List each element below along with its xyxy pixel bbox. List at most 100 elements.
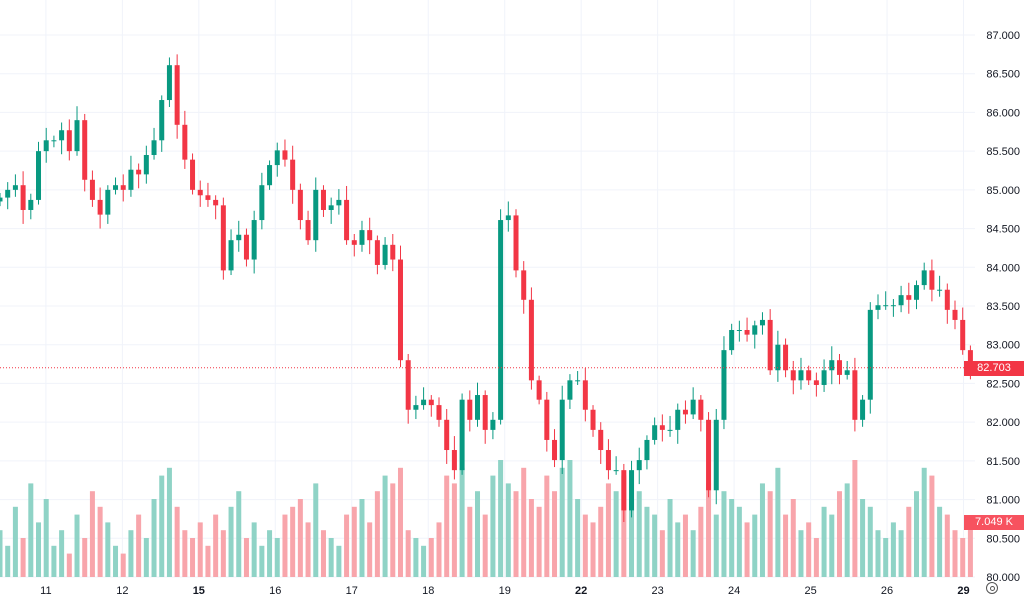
candle-body [867, 309, 873, 400]
candle-body [97, 199, 103, 215]
candle-body [505, 215, 511, 221]
candle-body [113, 185, 119, 190]
volume-bar [528, 499, 534, 577]
candle-body [120, 185, 126, 190]
candle-body [136, 169, 142, 175]
volume-bar [721, 491, 727, 577]
x-tick-label: 12 [116, 585, 128, 597]
volume-bar [259, 545, 265, 577]
volume-bar [467, 506, 473, 577]
y-tick-label: 87.000 [986, 30, 1020, 42]
x-tick-label: 17 [346, 585, 358, 597]
y-tick-label: 82.000 [986, 417, 1020, 429]
volume-bar [105, 522, 111, 577]
y-tick-label: 81.000 [986, 495, 1020, 507]
candle-body [351, 240, 357, 245]
candle-body [190, 159, 196, 190]
candle-body [813, 380, 819, 385]
candle-body [89, 179, 95, 200]
volume-bar [205, 545, 211, 577]
candle-body [197, 189, 203, 196]
candle-body [528, 299, 534, 381]
y-tick-label: 85.500 [986, 146, 1020, 158]
candle-body [652, 425, 658, 440]
candle-body [143, 155, 149, 175]
candle-body [713, 419, 719, 491]
x-tick-label: 24 [728, 585, 740, 597]
candle-body [721, 350, 727, 420]
candle-body [536, 380, 542, 400]
volume-bar [28, 483, 34, 577]
y-tick-label: 80.500 [986, 533, 1020, 545]
volume-bar [659, 530, 665, 577]
candle-body [590, 409, 596, 430]
candle-body [328, 205, 334, 210]
volume-bar [174, 506, 180, 577]
y-tick-label: 83.000 [986, 340, 1020, 352]
volume-bar [282, 514, 288, 577]
y-tick-label: 84.000 [986, 262, 1020, 274]
candle-body [482, 395, 488, 430]
volume-bar [197, 522, 203, 577]
volume-bar [590, 522, 596, 577]
candle-body [374, 240, 380, 265]
x-tick-label: 22 [575, 585, 587, 597]
candle-body [929, 270, 935, 290]
candle-body [675, 409, 681, 430]
candle-body [428, 399, 434, 406]
candle-body [798, 370, 804, 381]
candle-body [729, 329, 735, 351]
volume-bar [652, 514, 658, 577]
volume-bar [475, 491, 481, 577]
volume-bar [644, 506, 650, 577]
volume-bar [675, 522, 681, 577]
candle-body [213, 199, 219, 206]
volume-bar [929, 475, 935, 577]
volume-bar [213, 514, 219, 577]
volume-bar [844, 483, 850, 577]
volume-bar [336, 545, 342, 577]
volume-bar [937, 506, 943, 577]
volume-bar [274, 538, 280, 577]
volume-bar [344, 514, 350, 577]
candle-body [243, 234, 249, 260]
candle-body [259, 185, 265, 221]
volume-bar [428, 538, 434, 577]
volume-bar [567, 460, 573, 577]
volume-bar [151, 499, 157, 577]
volume-bar [82, 538, 88, 577]
volume-bar [698, 506, 704, 577]
volume-bar [582, 514, 588, 577]
candle-body [960, 319, 966, 351]
volume-bar [829, 514, 835, 577]
volume-bar [113, 545, 119, 577]
candle-body [559, 399, 565, 461]
candle-body [644, 439, 650, 461]
volume-bar [20, 538, 26, 577]
candle-body [367, 230, 373, 241]
settings-icon[interactable] [986, 582, 998, 594]
candle-body [182, 124, 188, 160]
volume-bar [498, 460, 504, 577]
candle-body [174, 65, 180, 125]
candle-body [937, 289, 943, 291]
candle-body [682, 409, 688, 415]
volume-bar [952, 530, 958, 577]
volume-bar [220, 530, 226, 577]
volume-bar [120, 553, 126, 577]
candle-body [205, 195, 211, 200]
candle-body [82, 120, 88, 180]
volume-bar [852, 460, 858, 577]
candle-body [605, 450, 611, 471]
candle-body [228, 240, 234, 271]
volume-bar [36, 522, 42, 577]
volume-bar [382, 475, 388, 577]
candle-body [659, 425, 665, 430]
candle-body [575, 380, 581, 382]
candle-body [790, 370, 796, 381]
volume-bar [313, 483, 319, 577]
volume-bar [166, 467, 172, 577]
volume-bar [906, 506, 912, 577]
